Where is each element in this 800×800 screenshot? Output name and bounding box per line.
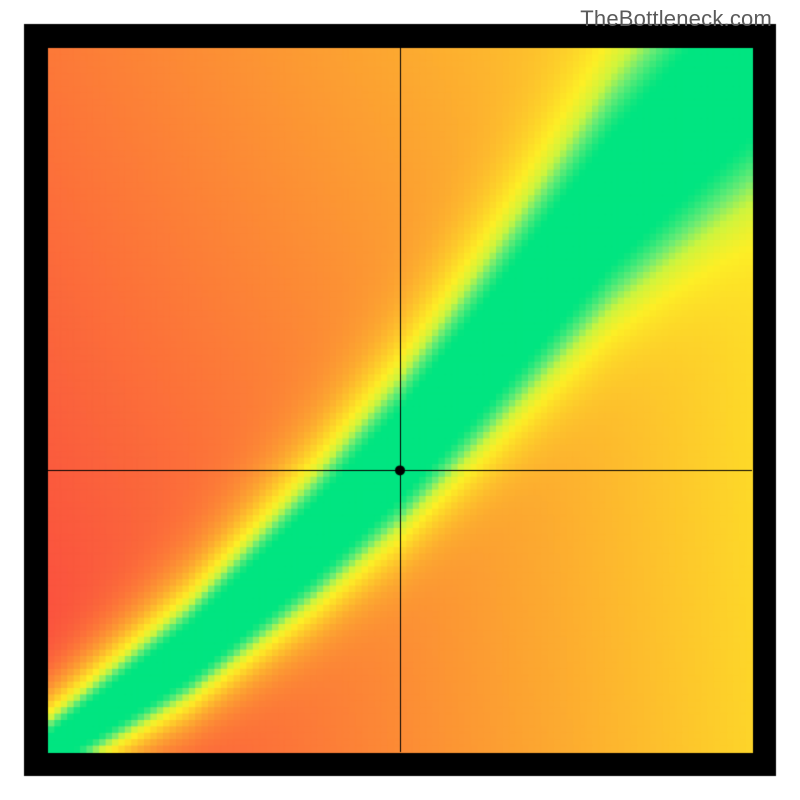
watermark-text: TheBottleneck.com bbox=[580, 6, 772, 32]
bottleneck-heatmap bbox=[0, 0, 800, 800]
